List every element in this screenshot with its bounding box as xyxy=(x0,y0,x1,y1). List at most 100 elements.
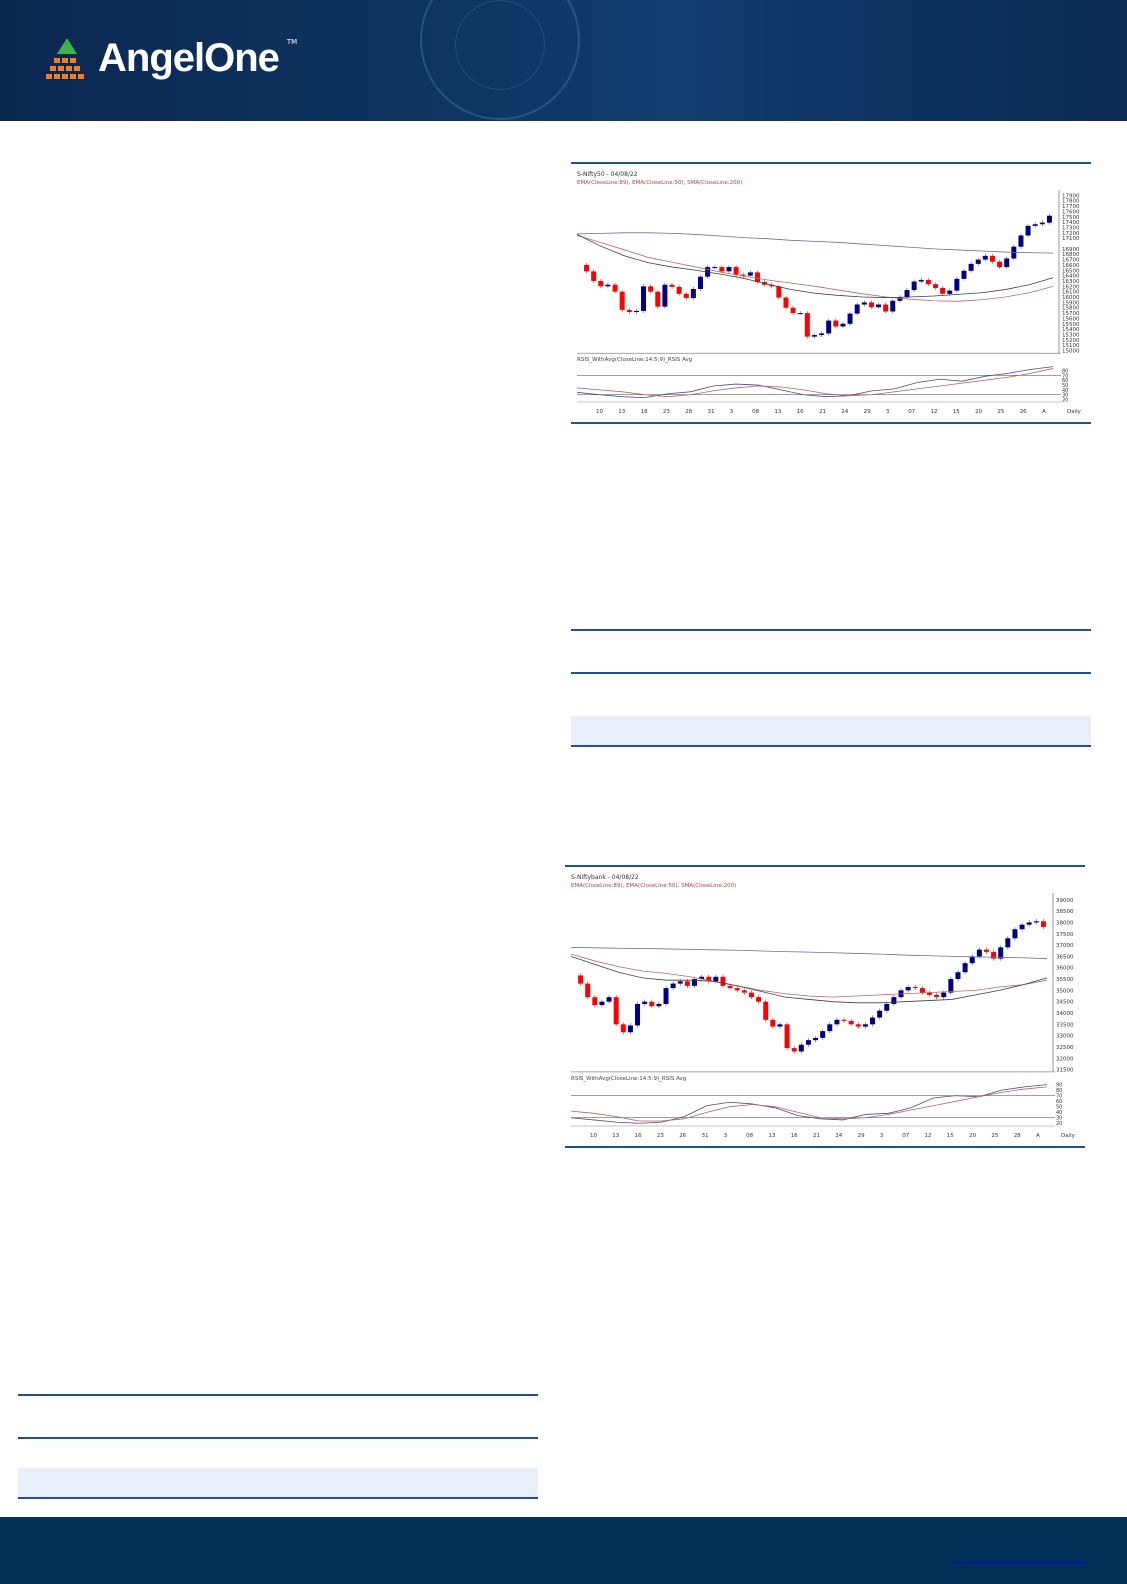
y-tick-label: 16500 xyxy=(1062,268,1080,274)
ema50-line xyxy=(570,956,1048,1004)
candle-body xyxy=(911,281,917,291)
angel-one-logo: AngelOne TM xyxy=(44,36,297,81)
y-tick-label: 33500 xyxy=(1056,1022,1074,1028)
candle-body xyxy=(1032,224,1038,226)
candle-body xyxy=(727,985,733,989)
y-tick-label: 17100 xyxy=(1062,236,1080,242)
y-tick-label: 37500 xyxy=(1056,932,1074,938)
y-tick-label: 34000 xyxy=(1056,1011,1074,1017)
rsi-tick-label: 90 xyxy=(1056,1083,1062,1089)
x-tick-label: 3 xyxy=(730,409,734,415)
candle-body xyxy=(975,259,981,264)
x-tick-label: 13 xyxy=(612,1133,619,1139)
candle-body xyxy=(820,1031,826,1038)
rsi-tick-label: 40 xyxy=(1062,388,1068,394)
candle-body xyxy=(720,976,726,986)
chart-title: S-Niftybank - 04/08/22 xyxy=(571,874,639,881)
x-tick-label: 26 xyxy=(679,1133,686,1139)
candle-body xyxy=(854,304,860,314)
candle-body xyxy=(656,1003,662,1007)
candle-body xyxy=(876,304,882,308)
candle-body xyxy=(798,1044,804,1052)
x-tick-label: A xyxy=(1036,1133,1040,1139)
y-tick-label: 16000 xyxy=(1062,295,1080,301)
y-tick-label: 38500 xyxy=(1056,909,1074,915)
divider xyxy=(18,1437,538,1439)
candle-body xyxy=(699,976,705,980)
sma200-line xyxy=(570,946,1048,960)
x-tick-label: 13 xyxy=(618,409,625,415)
y-tick-label: 17300 xyxy=(1062,225,1080,231)
y-tick-label: 37000 xyxy=(1056,943,1074,949)
candle-body xyxy=(805,1040,811,1045)
y-tick-label: 17200 xyxy=(1062,231,1080,237)
x-tick-label: 28 xyxy=(1014,1133,1021,1139)
ema89-line xyxy=(570,953,1048,998)
candle-body xyxy=(927,992,932,995)
candle-body xyxy=(627,1025,633,1033)
chart-title: S-Nifty50 - 04/08/22 xyxy=(577,171,638,178)
candle-body xyxy=(683,293,689,299)
y-tick-label: 17900 xyxy=(1062,193,1080,199)
candle-body xyxy=(613,997,619,1025)
footer-link[interactable] xyxy=(953,1562,1086,1563)
x-tick-label: 26 xyxy=(1020,409,1027,415)
x-tick-label: 13 xyxy=(768,1133,775,1139)
candle-body xyxy=(826,320,832,334)
x-tick-label: 3 xyxy=(724,1133,728,1139)
candle-body xyxy=(698,276,703,290)
candle-body xyxy=(947,290,953,294)
candle-body xyxy=(633,310,639,313)
y-tick-label: 16200 xyxy=(1062,284,1080,290)
rsi-tick-label: 20 xyxy=(1056,1121,1062,1127)
candle-body xyxy=(968,263,974,271)
candle-body xyxy=(804,313,810,337)
x-tick-label: 16 xyxy=(797,409,804,415)
ema50-line xyxy=(576,234,1054,298)
candle-body xyxy=(648,286,654,292)
candle-body xyxy=(776,286,782,298)
x-tick-label: 07 xyxy=(908,409,915,415)
x-tick-label: 07 xyxy=(902,1133,909,1139)
nifty-chart: S-Nifty50 - 04/08/22 EMA(CloseLine:89), E… xyxy=(571,162,1091,424)
candle-body xyxy=(998,947,1004,959)
candle-body xyxy=(598,280,604,287)
y-tick-label: 15800 xyxy=(1062,306,1080,312)
x-tick-label: 08 xyxy=(746,1133,753,1139)
rsi-tick-label: 40 xyxy=(1056,1110,1062,1116)
rsi-line xyxy=(570,1084,1048,1124)
y-tick-label: 39000 xyxy=(1056,898,1074,904)
chart-svg: S-Nifty50 - 04/08/22 EMA(CloseLine:89), E… xyxy=(576,171,1082,415)
candle-body xyxy=(811,335,817,337)
candle-body xyxy=(1039,222,1045,225)
candle-body xyxy=(663,988,669,1004)
y-tick-label: 35500 xyxy=(1056,977,1074,983)
candle-body xyxy=(1012,929,1018,939)
table-row-shaded xyxy=(18,1468,538,1497)
y-tick-label: 16300 xyxy=(1062,279,1080,285)
candle-body xyxy=(606,997,612,1002)
candle-body xyxy=(883,304,889,312)
candle-body xyxy=(706,976,712,982)
rsi-tick-label: 60 xyxy=(1062,378,1068,384)
rsi-tick-label: 30 xyxy=(1056,1116,1062,1122)
y-tick-label: 32500 xyxy=(1056,1045,1074,1051)
candle-body xyxy=(1033,921,1039,923)
y-tick-label: 15500 xyxy=(1062,322,1080,328)
candle-body xyxy=(976,949,982,957)
x-tick-label: 18 xyxy=(641,409,648,415)
x-tick-label: 12 xyxy=(931,409,938,415)
y-tick-label: 38000 xyxy=(1056,920,1074,926)
candle-body xyxy=(605,284,611,287)
candle-body xyxy=(740,274,746,276)
y-tick-label: 15400 xyxy=(1062,327,1080,333)
brand-name: AngelOne xyxy=(98,36,280,80)
rsi-tick-label: 20 xyxy=(1062,398,1068,404)
candle-body xyxy=(741,990,747,993)
rsi-tick-label: 80 xyxy=(1056,1088,1062,1094)
candle-body xyxy=(655,291,661,307)
candle-body xyxy=(677,981,683,984)
candle-body xyxy=(591,271,597,281)
candle-body xyxy=(692,979,697,986)
candle-body xyxy=(642,1001,648,1004)
